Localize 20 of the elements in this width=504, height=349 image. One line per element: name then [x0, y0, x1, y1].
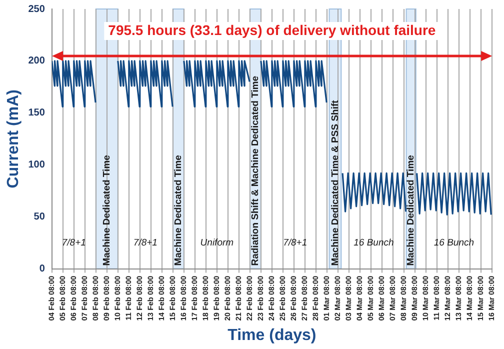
y-tick-label: 50 [34, 212, 46, 223]
band-label: Radiation Shift & Machine Dedicated Time [250, 76, 262, 266]
y-tick-label: 150 [28, 108, 46, 119]
band-label: Machine Dedicated Time [102, 155, 113, 266]
band-label: Machine Dedicated Time [406, 155, 417, 266]
y-tick-label: 100 [28, 160, 46, 171]
y-axis-title: Current (mA) [5, 90, 22, 188]
annotation: Uniform [200, 237, 234, 248]
annotation: 16 Bunch [354, 237, 394, 248]
annotation: 795.5 hours (33.1 days) of delivery without failure [108, 22, 436, 38]
x-axis-title: Time (days) [228, 326, 316, 344]
annotation: 7/8+1 [283, 237, 308, 248]
band-label: Machine Dedicated Time & PSS Shift [330, 99, 341, 266]
annotation: 7/8+1 [133, 237, 158, 248]
y-tick-label: 200 [28, 56, 46, 67]
annotation: 7/8+1 [62, 237, 86, 248]
y-tick-label: 0 [39, 264, 46, 275]
annotation: 16 Bunch [434, 237, 474, 248]
band-label: Machine Dedicated Time [173, 155, 184, 266]
y-tick-label: 250 [28, 4, 46, 15]
